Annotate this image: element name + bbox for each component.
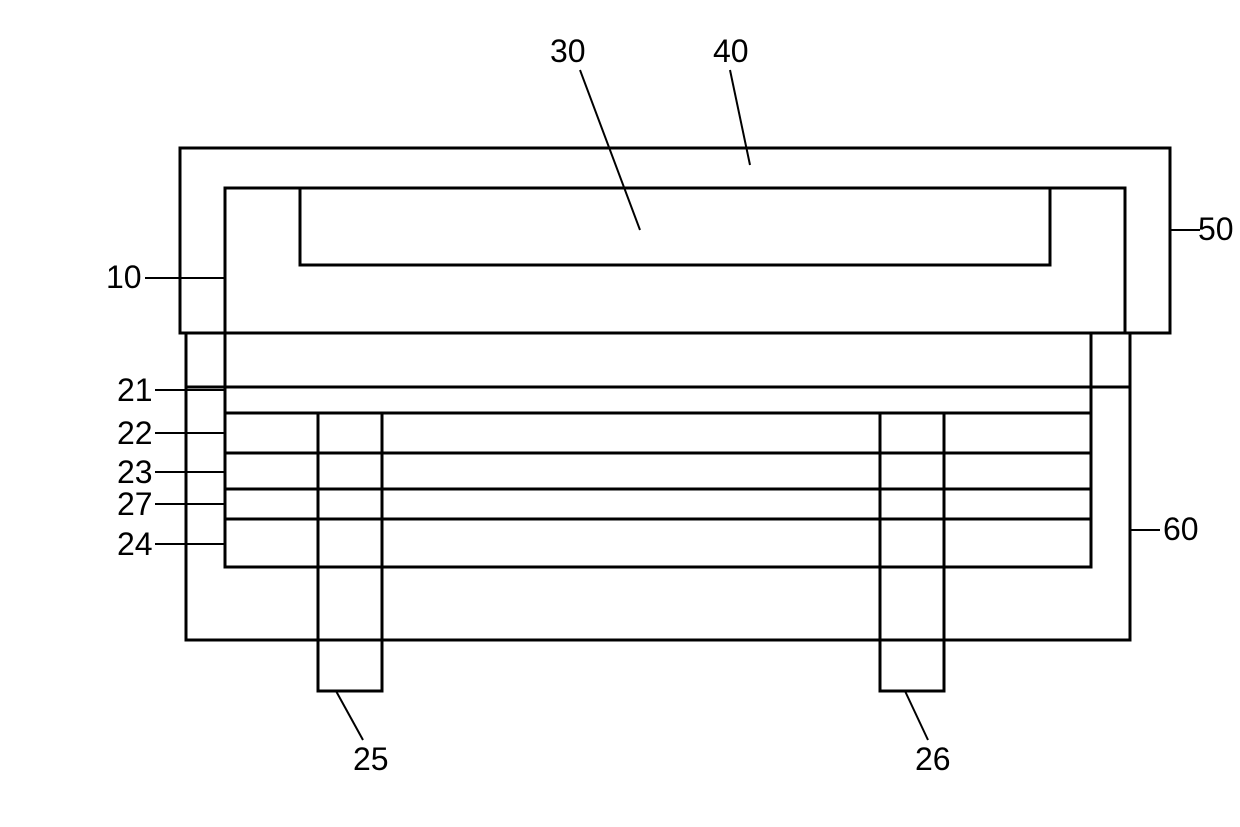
layer-23 — [225, 453, 1091, 489]
inner-bar-10 — [225, 188, 1125, 333]
pillar-26 — [880, 413, 944, 691]
label-10: 10 — [106, 259, 142, 295]
layer-24 — [225, 519, 1091, 567]
label-50: 50 — [1198, 211, 1234, 247]
top-inset-30 — [300, 188, 1050, 265]
leader-40 — [730, 70, 750, 165]
leader-30 — [580, 70, 640, 230]
label-23: 23 — [117, 454, 153, 490]
layer-22 — [225, 413, 1091, 453]
diagram-container: 30 40 50 60 10 21 22 23 27 24 25 26 — [20, 20, 1240, 807]
label-27: 27 — [117, 486, 153, 522]
label-40: 40 — [713, 33, 749, 69]
label-26: 26 — [915, 741, 951, 777]
lower-outer-frame — [186, 333, 1130, 640]
leader-25 — [336, 691, 363, 740]
label-60: 60 — [1163, 511, 1199, 547]
label-24: 24 — [117, 526, 153, 562]
outer-frame — [180, 148, 1170, 333]
label-30: 30 — [550, 33, 586, 69]
technical-diagram: 30 40 50 60 10 21 22 23 27 24 25 26 — [20, 20, 1240, 807]
label-21: 21 — [117, 372, 153, 408]
layer-27 — [225, 489, 1091, 519]
layer-21 — [225, 333, 1091, 413]
pillar-25 — [318, 413, 382, 691]
leader-26 — [905, 691, 928, 740]
label-25: 25 — [353, 741, 389, 777]
label-22: 22 — [117, 415, 153, 451]
